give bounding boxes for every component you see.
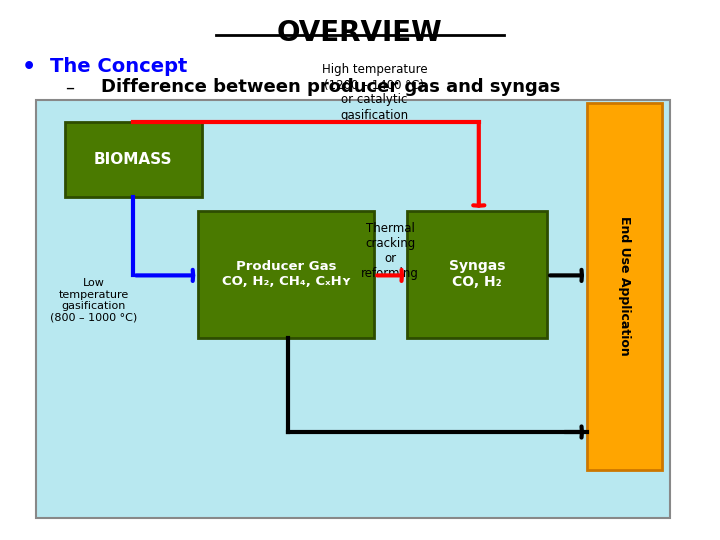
Text: Thermal
cracking
or
reforming: Thermal cracking or reforming <box>361 222 419 280</box>
Text: Producer Gas
CO, H₂, CH₄, CₓHʏ: Producer Gas CO, H₂, CH₄, CₓHʏ <box>222 260 351 288</box>
Bar <box>407 211 547 338</box>
Text: BIOMASS: BIOMASS <box>94 152 173 167</box>
Text: The Concept: The Concept <box>50 57 188 76</box>
Bar <box>65 122 202 197</box>
Text: High temperature
(1200 – 1400 °C)
or catalytic
gasification: High temperature (1200 – 1400 °C) or cat… <box>322 64 427 122</box>
Text: –: – <box>65 78 73 96</box>
Text: Syngas
CO, H₂: Syngas CO, H₂ <box>449 259 505 289</box>
Bar <box>198 211 374 338</box>
Text: Low
temperature
gasification
(800 – 1000 °C): Low temperature gasification (800 – 1000… <box>50 278 138 323</box>
Text: OVERVIEW: OVERVIEW <box>277 19 443 47</box>
Text: Difference between producer gas and syngas: Difference between producer gas and syng… <box>101 78 560 96</box>
Bar <box>587 103 662 470</box>
Bar <box>36 100 670 518</box>
Text: •: • <box>22 57 36 77</box>
Text: End Use Application: End Use Application <box>618 217 631 356</box>
